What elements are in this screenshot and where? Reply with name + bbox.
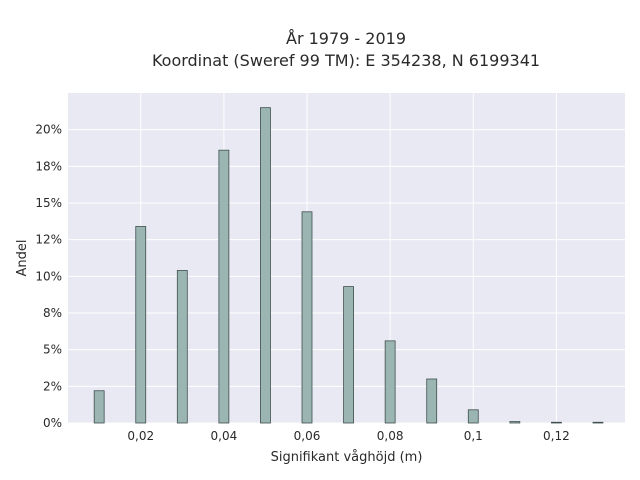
y-tick-labels: 0% 2% 5% 8% 10% 12% 15% 18% 20% bbox=[35, 123, 62, 430]
chart-title: År 1979 - 2019 Koordinat (Sweref 99 TM):… bbox=[0, 28, 640, 72]
histogram-bar bbox=[384, 340, 396, 424]
y-tick-label: 15% bbox=[35, 196, 62, 210]
histogram-bar bbox=[467, 409, 479, 424]
y-tick-label: 18% bbox=[35, 159, 62, 173]
chart-title-line1: År 1979 - 2019 bbox=[286, 29, 406, 48]
x-axis-title: Signifikant våghöjd (m) bbox=[271, 450, 423, 465]
histogram-bar bbox=[301, 211, 313, 424]
histogram-bar bbox=[509, 421, 521, 424]
histogram-bar bbox=[218, 149, 230, 424]
histogram-bar bbox=[343, 286, 354, 424]
y-tick-label: 0% bbox=[43, 416, 62, 430]
y-tick-label: 8% bbox=[43, 306, 62, 320]
x-tick-label: 0,1 bbox=[464, 429, 483, 443]
histogram-bar bbox=[93, 390, 105, 424]
x-tick-label: 0,12 bbox=[543, 429, 570, 443]
y-axis-title: Andel bbox=[15, 240, 30, 277]
histogram-bar bbox=[260, 107, 271, 424]
x-tick-label: 0,04 bbox=[211, 429, 238, 443]
chart-title-line2: Koordinat (Sweref 99 TM): E 354238, N 61… bbox=[151, 51, 541, 70]
y-tick-label: 2% bbox=[43, 379, 62, 393]
y-tick-label: 5% bbox=[43, 343, 62, 357]
histogram-bar bbox=[176, 270, 188, 424]
bars bbox=[93, 107, 604, 424]
y-tick-label: 20% bbox=[35, 123, 62, 137]
histogram-bar bbox=[551, 421, 562, 424]
x-tick-label: 0,06 bbox=[294, 429, 321, 443]
histogram-bar bbox=[426, 378, 438, 424]
x-tick-label: 0,08 bbox=[377, 429, 404, 443]
y-tick-label: 10% bbox=[35, 269, 62, 283]
x-tick-label: 0,02 bbox=[127, 429, 154, 443]
y-tick-label: 12% bbox=[35, 233, 62, 247]
histogram-bar bbox=[135, 226, 147, 424]
x-tick-labels: 0,02 0,04 0,06 0,08 0,1 0,12 bbox=[127, 429, 569, 443]
histogram-bar bbox=[592, 421, 604, 424]
